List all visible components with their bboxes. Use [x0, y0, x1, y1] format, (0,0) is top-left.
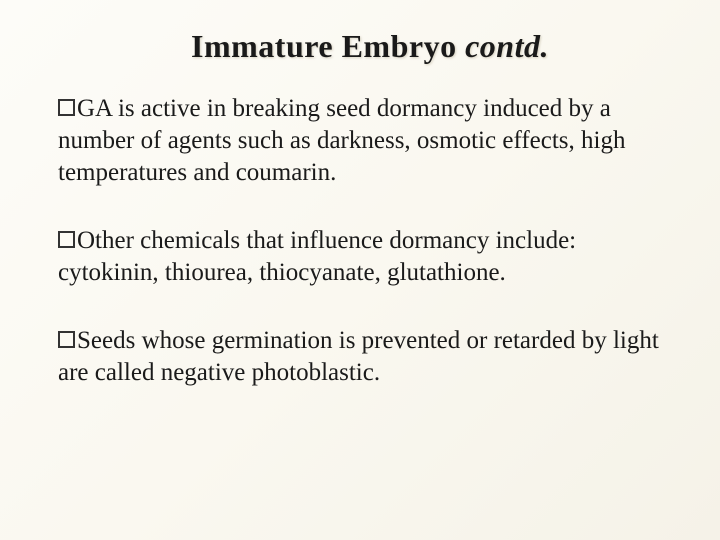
- title-main: Immature Embryo: [191, 28, 465, 64]
- slide-title: Immature Embryo contd.: [58, 28, 682, 65]
- bullet-square-icon: [58, 331, 75, 348]
- list-item: Other chemicals that influence dormancy …: [58, 225, 682, 289]
- bullet-text: Seeds whose germination is prevented or …: [58, 327, 659, 386]
- bullet-square-icon: [58, 231, 75, 248]
- bullet-list: GA is active in breaking seed dormancy i…: [58, 93, 682, 389]
- bullet-square-icon: [58, 99, 75, 116]
- title-italic: contd.: [465, 28, 549, 64]
- list-item: Seeds whose germination is prevented or …: [58, 325, 682, 389]
- bullet-text: Other chemicals that influence dormancy …: [58, 227, 576, 286]
- list-item: GA is active in breaking seed dormancy i…: [58, 93, 682, 189]
- bullet-text: GA is active in breaking seed dormancy i…: [58, 95, 625, 186]
